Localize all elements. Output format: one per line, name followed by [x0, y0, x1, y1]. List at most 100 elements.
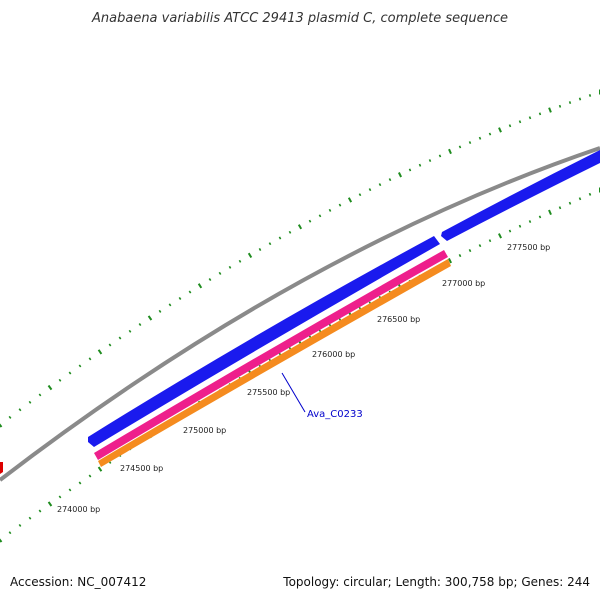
gene-label-ava-c0233[interactable]: Ava_C0233 [307, 409, 363, 420]
minor-tick [28, 400, 32, 404]
minor-tick [288, 230, 292, 234]
map-title: Anabaena variabilis ATCC 29413 plasmid C… [91, 11, 508, 26]
red-feature-marker[interactable] [0, 462, 3, 474]
minor-tick [8, 531, 12, 535]
major-tick [97, 349, 103, 355]
cds-arrow-next[interactable] [441, 150, 600, 241]
minor-tick [208, 278, 212, 282]
ruler-label: 274000 bp [57, 505, 100, 514]
major-tick [498, 233, 502, 239]
minor-tick [68, 488, 72, 492]
major-tick [448, 148, 452, 155]
minor-tick [508, 124, 512, 128]
cds-arrow-ava-c0233[interactable] [88, 236, 440, 447]
minor-tick [128, 329, 132, 333]
minor-tick [38, 393, 42, 397]
minor-tick [558, 104, 562, 108]
minor-tick [538, 215, 542, 219]
minor-tick [438, 154, 442, 158]
minor-tick [118, 336, 122, 340]
minor-tick [558, 206, 562, 210]
ruler-label: 275500 bp [247, 388, 290, 397]
minor-tick [68, 371, 72, 375]
minor-tick [588, 192, 592, 196]
ruler-label: 274500 bp [120, 464, 163, 473]
minor-tick [218, 271, 222, 275]
major-tick [0, 538, 3, 543]
major-tick [297, 224, 303, 230]
minor-tick [38, 509, 42, 513]
major-tick [347, 197, 353, 203]
major-tick [498, 127, 502, 133]
major-tick [147, 315, 153, 321]
inner-tick-ring [0, 187, 600, 543]
minor-tick [538, 112, 542, 116]
minor-tick [318, 214, 322, 218]
minor-tick [78, 481, 82, 485]
minor-tick [478, 244, 482, 248]
minor-tick [588, 94, 592, 97]
sequence-summary-text: Topology: circular; Length: 300,758 bp; … [283, 575, 590, 589]
ruler-label: 277000 bp [442, 279, 485, 288]
minor-tick [18, 523, 22, 527]
major-tick [448, 257, 452, 264]
minor-tick [178, 296, 182, 300]
gene-pink-bar[interactable] [94, 250, 448, 460]
major-tick [398, 172, 402, 178]
minor-tick [528, 116, 532, 120]
minor-tick [18, 408, 22, 412]
major-tick [197, 283, 203, 289]
minor-tick [78, 364, 82, 368]
minor-tick [458, 145, 462, 149]
minor-tick [188, 290, 192, 294]
ruler-label: 275000 bp [183, 426, 226, 435]
minor-tick [568, 101, 572, 105]
major-tick [0, 423, 3, 428]
minor-tick [528, 220, 532, 224]
major-tick [47, 501, 53, 507]
minor-tick [228, 265, 232, 269]
minor-tick [8, 415, 12, 419]
minor-tick [278, 236, 282, 240]
minor-tick [458, 254, 462, 258]
minor-tick [28, 516, 32, 520]
ruler-label: 277500 bp [507, 243, 550, 252]
minor-tick [408, 168, 412, 172]
minor-tick [518, 224, 522, 228]
minor-tick [88, 357, 92, 361]
minor-tick [488, 239, 492, 243]
minor-tick [358, 193, 362, 197]
minor-tick [368, 188, 372, 192]
minor-tick [468, 249, 472, 253]
major-tick [548, 107, 552, 113]
minor-tick [328, 208, 332, 212]
minor-tick [108, 343, 112, 347]
minor-tick [428, 159, 432, 163]
minor-tick [58, 495, 62, 499]
minor-tick [338, 203, 342, 207]
minor-tick [568, 201, 572, 205]
minor-tick [138, 323, 142, 327]
minor-tick [258, 248, 262, 251]
minor-tick [488, 132, 492, 136]
minor-tick [578, 197, 582, 201]
minor-tick [238, 259, 242, 263]
major-tick [247, 252, 253, 259]
minor-tick [468, 141, 472, 145]
accession-text: Accession: NC_007412 [10, 575, 147, 589]
major-tick [47, 384, 53, 391]
minor-tick [88, 474, 92, 478]
minor-tick [518, 120, 522, 124]
gene-orange-bar[interactable] [98, 259, 451, 467]
major-tick [97, 466, 103, 472]
major-tick [548, 209, 552, 215]
ruler-label: 276000 bp [312, 350, 355, 359]
ruler-label: 276500 bp [377, 315, 420, 324]
minor-tick [308, 219, 312, 223]
minor-tick [268, 242, 272, 246]
minor-tick [388, 178, 392, 182]
minor-tick [378, 183, 382, 187]
minor-tick [58, 378, 62, 382]
minor-tick [478, 136, 482, 140]
